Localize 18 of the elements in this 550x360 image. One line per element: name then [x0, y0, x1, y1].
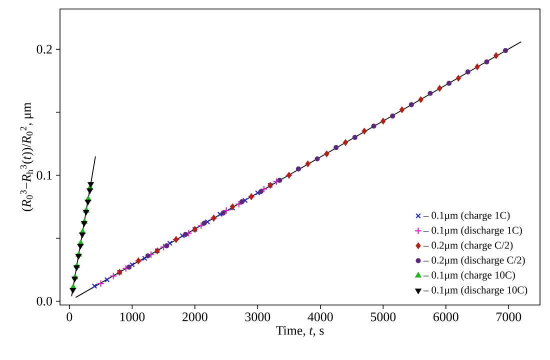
legend-label: – 0.1μm (discharge 1C): [423, 226, 522, 236]
legend-label: – 0.2μm (discharge C/2): [423, 256, 525, 266]
legend-label: – 0.1μm (charge 10C): [423, 271, 515, 281]
x-tick-label: 7000: [496, 312, 522, 322]
x-tick-label: 2000: [182, 312, 208, 322]
y-tick-label: 0.2: [36, 44, 52, 54]
legend-label: – 0.1μm (charge 1C): [423, 212, 510, 222]
legend-label: – 0.2μm (charge C/2): [423, 241, 513, 251]
y-tick-label: 0.0: [36, 296, 52, 306]
x-tick-label: 3000: [245, 312, 270, 322]
x-tick-label: 5000: [370, 312, 396, 322]
legend-label: – 0.1μm (discharge 10C): [423, 286, 528, 296]
x-tick-label: 0: [66, 312, 72, 322]
x-tick-label: 6000: [434, 312, 458, 322]
x-axis-title: Time, t, s: [276, 326, 324, 337]
x-tick-label: 4000: [308, 312, 333, 322]
x-tick-label: 1000: [120, 312, 145, 322]
y-tick-label: 0.1: [36, 170, 52, 180]
